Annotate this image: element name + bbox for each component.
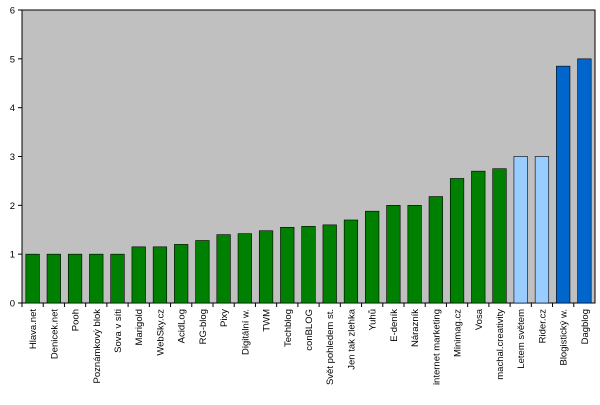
bar <box>25 253 40 304</box>
bar <box>513 156 528 304</box>
bar <box>258 230 274 304</box>
bar <box>110 253 125 304</box>
bar <box>492 168 507 304</box>
x-tick-label: Jen tak zlehka <box>346 308 357 369</box>
bar <box>89 253 104 304</box>
bar <box>556 65 571 304</box>
bar <box>577 58 592 304</box>
y-tick-label: 6 <box>10 6 15 17</box>
x-tick-label: WebSky.cz <box>155 309 166 356</box>
x-tick-label: internet marketing <box>431 309 442 385</box>
x-tick-label: AcidLog <box>177 309 188 343</box>
y-tick-label: 1 <box>10 250 15 261</box>
bar <box>301 226 316 304</box>
x-tick-label: Marigold <box>134 309 145 345</box>
bar <box>407 205 422 304</box>
x-tick-label: machal.creativity <box>495 309 506 380</box>
y-tick-label: 3 <box>10 152 15 163</box>
y-tick-label: 2 <box>10 201 15 212</box>
x-tick-label: Sova v síti <box>113 309 124 353</box>
x-tick-label: Pooh <box>71 309 82 331</box>
bar <box>471 170 486 304</box>
x-tick-label: Svět pohledem st. <box>325 309 336 385</box>
x-tick-label: RG-blog <box>198 309 209 344</box>
x-tick-label: Pixy <box>219 309 230 327</box>
x-tick-label: Hlava.net <box>28 309 39 349</box>
x-tick-label: Minimag.cz <box>453 309 464 357</box>
x-tick-label: Yuhů <box>368 309 379 331</box>
x-tick-label: Letem světem <box>516 309 527 369</box>
x-tick-label: Poznámkový blok <box>92 309 103 384</box>
y-tick-label: 4 <box>10 103 15 114</box>
bar <box>534 156 550 304</box>
x-tick-label: Dagblog <box>580 309 591 344</box>
bar <box>174 244 189 304</box>
bar <box>237 233 252 304</box>
bar <box>46 253 61 304</box>
bar <box>195 240 210 304</box>
bar <box>131 246 146 304</box>
bar <box>152 246 168 304</box>
bar <box>449 178 465 304</box>
x-tick-label: Denicek.net <box>49 309 60 360</box>
x-tick-label: Rider.cz <box>537 309 548 344</box>
y-tick-label: 0 <box>10 299 15 310</box>
x-tick-label: Vosa <box>474 308 485 330</box>
bar <box>280 227 295 304</box>
x-tick-label: Techblog <box>283 309 294 347</box>
x-tick-label: Blogistický w. <box>559 309 570 366</box>
x-tick-label: Nárazník <box>410 309 421 347</box>
x-tick-label: TWM <box>262 309 273 332</box>
bar <box>365 210 380 304</box>
y-tick-label: 5 <box>10 54 15 65</box>
x-tick-label: conBLOG <box>304 309 315 351</box>
x-tick-label: E-deník <box>389 309 400 342</box>
bar <box>343 219 359 304</box>
bar <box>386 205 401 304</box>
bar <box>216 234 231 304</box>
bar <box>428 196 443 304</box>
bar <box>322 224 337 304</box>
bar <box>67 253 83 304</box>
x-tick-label: Digitální w. <box>240 309 251 355</box>
